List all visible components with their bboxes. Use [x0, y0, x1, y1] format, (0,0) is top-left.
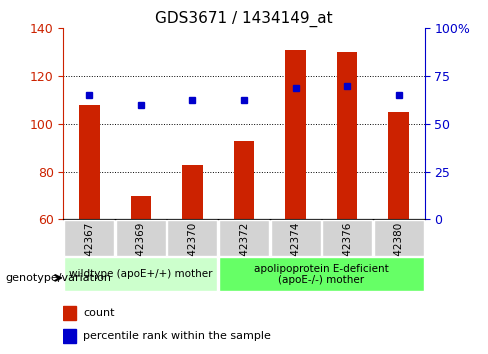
Text: GSM142369: GSM142369 — [136, 221, 146, 285]
Bar — [388, 112, 409, 219]
Text: percentile rank within the sample: percentile rank within the sample — [83, 331, 271, 341]
Text: genotype/variation: genotype/variation — [5, 273, 111, 283]
Text: GSM142374: GSM142374 — [290, 221, 301, 285]
Bar — [79, 105, 100, 219]
Text: apolipoprotein E-deficient
(apoE-/-) mother: apolipoprotein E-deficient (apoE-/-) mot… — [254, 263, 389, 285]
FancyBboxPatch shape — [374, 220, 424, 256]
FancyBboxPatch shape — [219, 257, 424, 291]
FancyBboxPatch shape — [116, 220, 166, 256]
FancyBboxPatch shape — [219, 220, 269, 256]
FancyBboxPatch shape — [270, 220, 321, 256]
Bar — [63, 329, 76, 343]
Bar — [234, 141, 254, 219]
FancyBboxPatch shape — [322, 220, 372, 256]
Bar — [182, 165, 203, 219]
Bar — [337, 52, 358, 219]
FancyBboxPatch shape — [64, 220, 114, 256]
Text: GSM142380: GSM142380 — [394, 221, 404, 285]
Text: GSM142372: GSM142372 — [239, 221, 249, 285]
Text: GSM142367: GSM142367 — [84, 221, 94, 285]
Bar — [285, 50, 306, 219]
Text: GSM142376: GSM142376 — [342, 221, 352, 285]
FancyBboxPatch shape — [167, 220, 218, 256]
Bar — [63, 306, 76, 320]
Text: GSM142370: GSM142370 — [187, 221, 198, 285]
Title: GDS3671 / 1434149_at: GDS3671 / 1434149_at — [155, 11, 333, 27]
Bar — [130, 195, 151, 219]
Text: wildtype (apoE+/+) mother: wildtype (apoE+/+) mother — [69, 269, 213, 279]
Text: count: count — [83, 308, 115, 318]
FancyBboxPatch shape — [64, 257, 218, 291]
